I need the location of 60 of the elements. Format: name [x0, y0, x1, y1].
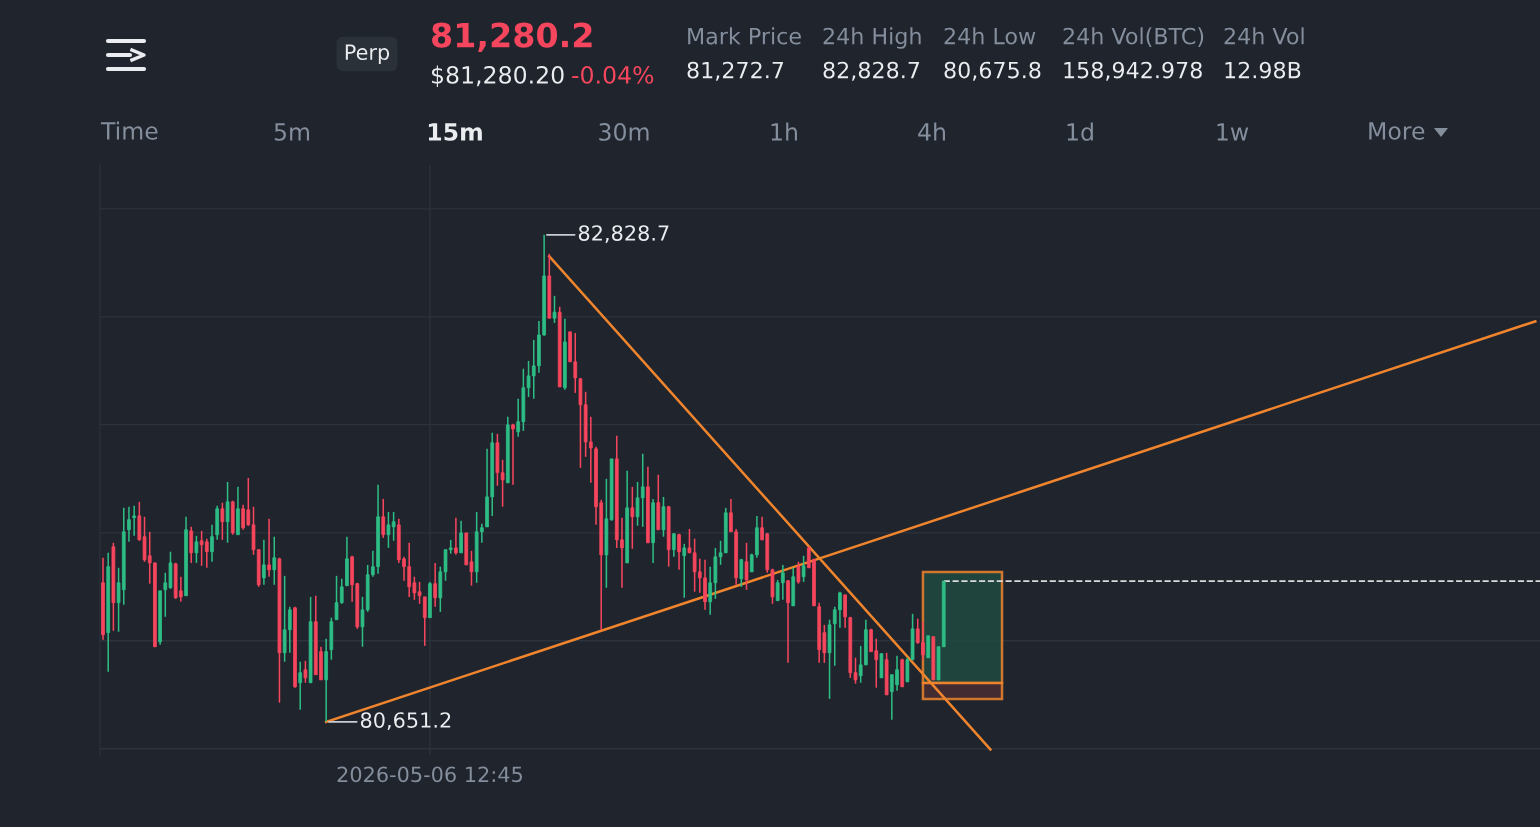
candlestick	[500, 459, 505, 508]
candlestick	[926, 635, 930, 659]
text: Perp	[345, 44, 390, 65]
candlestick	[262, 539, 266, 586]
candlestick	[204, 537, 209, 569]
candlestick	[661, 496, 666, 538]
candlestick	[381, 498, 386, 539]
annotation: 82,828.7	[578, 225, 669, 244]
x-tick-label: 2026-05-06 12:45	[337, 766, 522, 783]
candlestick	[210, 524, 214, 563]
text: $81,280.20	[431, 65, 564, 87]
candlestick	[298, 660, 303, 711]
candlestick	[303, 660, 308, 684]
candlestick	[433, 562, 437, 608]
candlestick	[454, 516, 458, 556]
candlestick	[422, 596, 427, 647]
candlestick	[189, 526, 194, 564]
text: 82,828.7	[823, 61, 920, 81]
candlestick	[220, 501, 225, 541]
candlestick	[127, 505, 131, 543]
text: 158,942.978	[1064, 61, 1202, 81]
text: More	[1369, 122, 1425, 140]
text: 5m	[274, 123, 310, 141]
candlestick	[796, 560, 801, 585]
text: 30m	[599, 122, 649, 141]
candlestick	[843, 594, 847, 629]
text: 12.98B	[1225, 61, 1301, 79]
text: 81,272.7	[687, 61, 784, 81]
text: Mark Price	[688, 27, 801, 45]
candlestick	[272, 535, 277, 586]
text: Time	[100, 121, 158, 140]
text: 24h Vol(BTC)	[1063, 27, 1204, 48]
text: 24h Low	[944, 27, 1036, 45]
text: 15m	[428, 123, 482, 141]
candlestick	[267, 518, 271, 578]
text: 1w	[1217, 123, 1249, 141]
candlestick	[459, 520, 463, 554]
candlestick	[801, 554, 806, 583]
candlestick	[194, 535, 199, 564]
candlestick	[905, 656, 910, 683]
candlestick	[511, 423, 515, 486]
text: 81,280.2	[432, 22, 592, 52]
candlestick	[287, 605, 292, 654]
candlestick	[630, 486, 635, 550]
text: 1d	[1067, 122, 1093, 141]
text: 1h	[771, 122, 797, 141]
candlestick	[744, 541, 749, 591]
text: 4h	[918, 122, 945, 141]
text: 24h Vol	[1224, 27, 1304, 45]
candlestick	[552, 295, 557, 324]
text: 24h High	[823, 27, 921, 49]
text: -0.04%	[572, 65, 654, 84]
text: 80,675.8	[944, 61, 1041, 81]
candlestick	[677, 533, 681, 571]
candlestick	[132, 505, 136, 537]
annotation: 80,651.2	[360, 712, 451, 731]
candlestick	[225, 481, 230, 544]
candlestick	[739, 558, 744, 588]
candlestick	[786, 579, 790, 664]
candlestick	[682, 543, 687, 599]
